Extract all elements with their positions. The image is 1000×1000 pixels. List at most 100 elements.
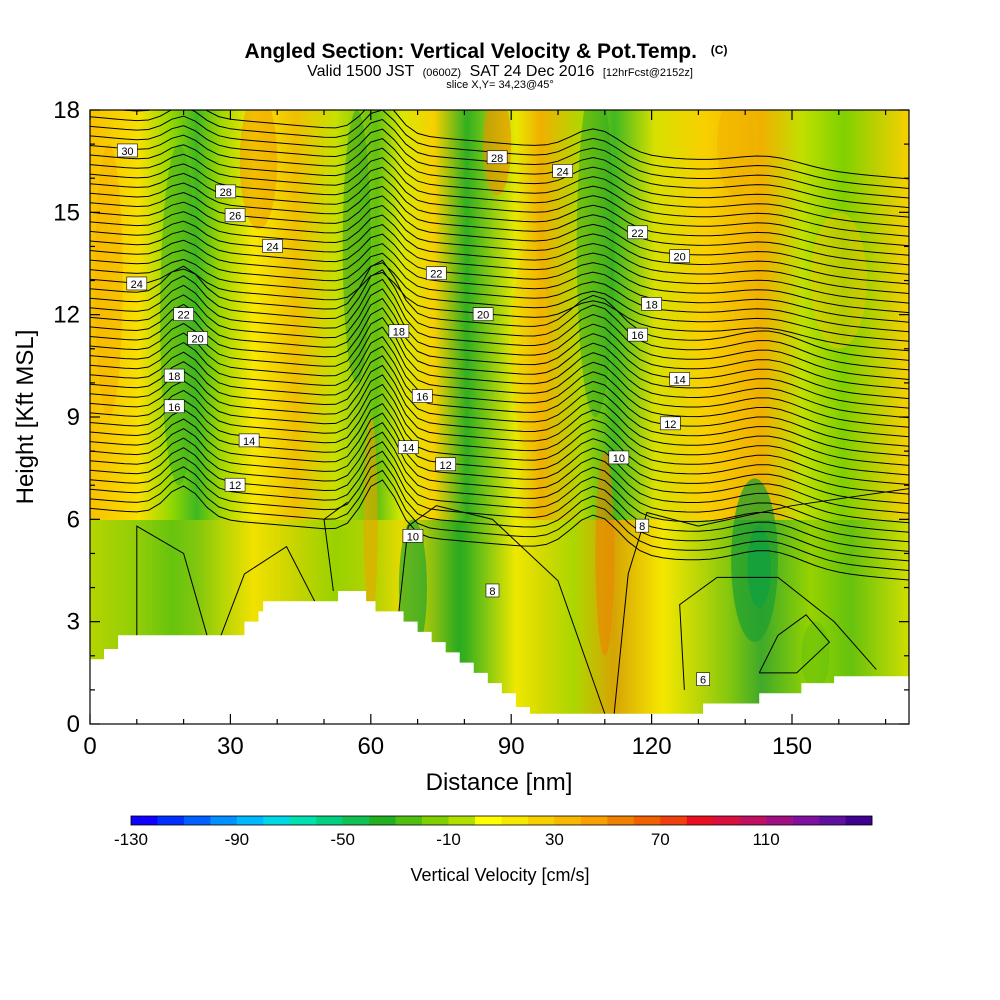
colorbar-tick-label: -10: [436, 830, 461, 849]
theta-label-text: 24: [131, 279, 143, 291]
y-tick-label: 12: [53, 302, 80, 329]
theta-label: 30: [117, 143, 138, 158]
theta-contours: [90, 110, 909, 724]
colorbar-swatch: [819, 816, 846, 825]
colorbar-swatch: [422, 816, 449, 825]
theta-isoline: [90, 460, 909, 562]
theta-isoline: [90, 239, 909, 323]
y-tick-labels: 0 3 6 9 12 15 18: [53, 97, 80, 738]
theta-label-box: [402, 529, 424, 543]
colorbar: [130, 815, 873, 826]
colorbar-tick-label: -130: [114, 830, 148, 849]
colorbar-swatch: [183, 816, 211, 825]
velocity-cell: [717, 110, 755, 196]
theta-isoline: [90, 297, 909, 400]
colorbar-swatch: [157, 816, 185, 825]
colorbar-tick-labels: -130 -90 -50 -10 30 70 110: [114, 830, 780, 849]
theta-label-box: [163, 399, 185, 414]
chart-subtitle: Valid 1500 JST (0600Z) SAT 24 Dec 2016 […: [307, 63, 693, 80]
theta-label-box: [627, 225, 648, 240]
theta-isoline: [90, 125, 909, 209]
theta-isoline-low: [136, 525, 208, 724]
theta-isoline: [90, 153, 909, 237]
theta-isoline: [90, 220, 909, 304]
theta-label-text: 26: [229, 211, 241, 223]
x-tick-label: 30: [217, 733, 244, 760]
theta-label-box: [660, 416, 681, 431]
theta-label-box: [552, 164, 573, 178]
theta-isoline: [90, 355, 909, 457]
theta-label-text: 12: [664, 419, 676, 431]
velocity-cell: [595, 451, 615, 656]
axis-ticks: [89, 109, 909, 725]
theta-label: 16: [411, 389, 433, 404]
theta-label-text: 20: [674, 252, 686, 264]
theta-label-text: 18: [393, 327, 405, 339]
colorbar-label: Vertical Velocity [cm/s]: [410, 865, 589, 885]
theta-isoline: [90, 144, 909, 228]
theta-label-text: 16: [416, 392, 428, 404]
theta-isoline: [90, 479, 909, 581]
theta-label-box: [215, 184, 237, 199]
theta-label-text: 18: [645, 299, 657, 311]
theta-label: 28: [215, 184, 237, 199]
theta-label-box: [635, 518, 650, 533]
colorbar-swatch: [686, 816, 714, 825]
theta-isoline: [90, 259, 909, 361]
theta-label: 18: [388, 324, 410, 339]
theta-isoline: [90, 402, 909, 505]
theta-label-box: [187, 331, 208, 345]
theta-label-box: [163, 368, 185, 383]
theta-label: 18: [163, 368, 185, 383]
colorbar-swatch: [713, 816, 740, 825]
theta-label-text: 10: [407, 531, 419, 543]
colorbar-frame: [130, 815, 873, 826]
theta-label: 20: [187, 331, 208, 346]
theta-label-box: [485, 583, 500, 598]
theta-label: 16: [163, 399, 185, 414]
theta-isoline: [90, 364, 909, 466]
theta-label-text: 24: [266, 241, 278, 253]
theta-isoline: [115, 110, 909, 180]
colorbar-swatch: [448, 816, 476, 825]
theta-label: 22: [426, 266, 447, 281]
theta-isoline: [90, 288, 909, 390]
theta-label-text: 8: [639, 521, 645, 533]
theta-label-box: [397, 440, 419, 455]
title-units: (C): [711, 43, 728, 57]
colorbar-swatch: [739, 816, 767, 825]
colorbar-tick-label: 110: [753, 830, 780, 849]
colorbar-swatch: [845, 816, 873, 825]
theta-label: 8: [635, 518, 650, 533]
x-tick-label: 60: [357, 733, 384, 760]
velocity-cell: [398, 519, 427, 656]
theta-isoline: [90, 393, 909, 495]
title-block: Angled Section: Vertical Velocity & Pot.…: [245, 40, 728, 91]
theta-contour-labels: 3028262424222018161412282422201816141210…: [117, 143, 710, 687]
theta-label-box: [696, 672, 710, 686]
x-tick-label: 150: [772, 733, 812, 760]
theta-label-text: 28: [220, 187, 232, 199]
theta-label-box: [126, 276, 148, 291]
colorbar-swatch: [289, 816, 317, 825]
theta-label-box: [388, 324, 410, 339]
theta-label: 12: [435, 457, 456, 472]
theta-label-box: [435, 457, 456, 472]
colorbar-swatch: [527, 816, 555, 825]
velocity-cell: [576, 110, 615, 417]
theta-label-text: 16: [168, 402, 180, 414]
theta-label: 12: [224, 477, 246, 492]
title-main: Angled Section: Vertical Velocity & Pot.…: [245, 40, 697, 63]
theta-label-box: [224, 208, 246, 223]
theta-label: 18: [641, 297, 662, 311]
y-tick-label: 18: [53, 97, 80, 124]
x-axis-label: Distance [nm]: [426, 769, 573, 796]
colorbar-swatch: [580, 816, 608, 825]
theta-label-text: 20: [192, 334, 204, 346]
colorbar-tick-label: -90: [225, 830, 250, 849]
theta-label-text: 14: [402, 443, 414, 455]
theta-label: 22: [173, 307, 194, 322]
subtitle-forecast: [12hrFcst@2152z]: [603, 67, 693, 79]
y-axis-label: Height [Kft MSL]: [12, 330, 39, 505]
theta-label-text: 30: [121, 146, 133, 158]
